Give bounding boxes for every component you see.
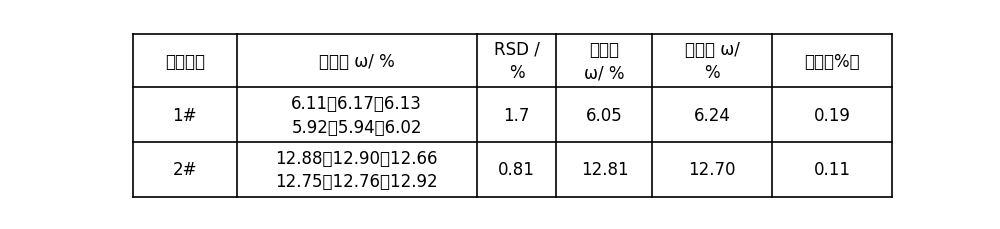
Text: 标准值 ω/
%: 标准值 ω/ % xyxy=(685,41,740,82)
Text: 0.81: 0.81 xyxy=(498,161,535,179)
Text: 6.11，6.17，6.13
5.92，5.94，6.02: 6.11，6.17，6.13 5.92，5.94，6.02 xyxy=(291,95,422,136)
Text: 试样编号: 试样编号 xyxy=(165,52,205,70)
Text: 偏差（%）: 偏差（%） xyxy=(804,52,860,70)
Text: 12.81: 12.81 xyxy=(581,161,628,179)
Text: 1#: 1# xyxy=(172,106,197,124)
Text: RSD /
%: RSD / % xyxy=(494,41,539,82)
Text: 2#: 2# xyxy=(172,161,197,179)
Text: 6.05: 6.05 xyxy=(586,106,623,124)
Text: 测定值 ω/ %: 测定值 ω/ % xyxy=(319,52,394,70)
Text: 0.11: 0.11 xyxy=(814,161,851,179)
Text: 1.7: 1.7 xyxy=(503,106,530,124)
Text: 平均值
ω/ %: 平均值 ω/ % xyxy=(584,41,625,82)
Text: 6.24: 6.24 xyxy=(694,106,731,124)
Text: 12.70: 12.70 xyxy=(689,161,736,179)
Text: 0.19: 0.19 xyxy=(814,106,851,124)
Text: 12.88，12.90，12.66
12.75，12.76，12.92: 12.88，12.90，12.66 12.75，12.76，12.92 xyxy=(275,149,438,190)
